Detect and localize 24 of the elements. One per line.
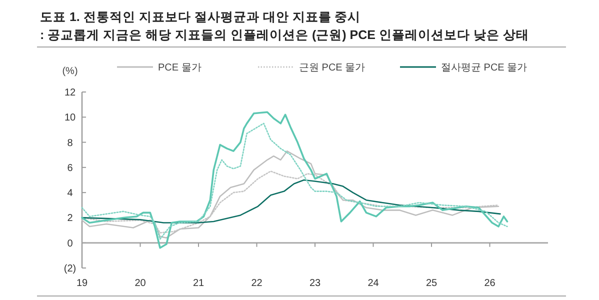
legend-label: PCE 물가 [158, 62, 202, 74]
y-tick-label: 0 [67, 238, 74, 250]
line-series [81, 150, 500, 238]
y-tick-label: 2 [67, 213, 74, 224]
x-tick-label: 26 [484, 278, 496, 289]
x-tick-label: 20 [134, 278, 146, 289]
line-series [81, 179, 501, 224]
y-tick-label: 12 [64, 88, 76, 98]
x-tick-label: 21 [192, 278, 204, 289]
y-tick-label: (2) [64, 264, 76, 274]
y-tick-label: 10 [64, 112, 76, 124]
y-axis-title: (%) [62, 66, 78, 77]
y-tick-label: 6 [67, 162, 74, 174]
chart-subtitle: : 공교롭게 지금은 해당 지표들의 인플레이션은 (근원) PCE 인플레이션보다 낮은 상태 [40, 28, 529, 42]
y-tick-label: 4 [67, 188, 74, 200]
legend-label: 절사평균 PCE 물가 [441, 62, 528, 74]
x-tick-label: 19 [76, 278, 88, 289]
legend-label: 근원 PCE 물가 [299, 62, 366, 74]
x-tick-label: 24 [368, 278, 380, 289]
x-tick-label: 23 [309, 278, 321, 289]
x-tick-label: 22 [251, 278, 263, 289]
chart-title: 도표 1. 전통적인 지표보다 절사평균과 대안 지표를 중시 [40, 10, 361, 24]
y-tick-label: 8 [67, 138, 74, 149]
x-tick-label: 25 [426, 278, 438, 289]
